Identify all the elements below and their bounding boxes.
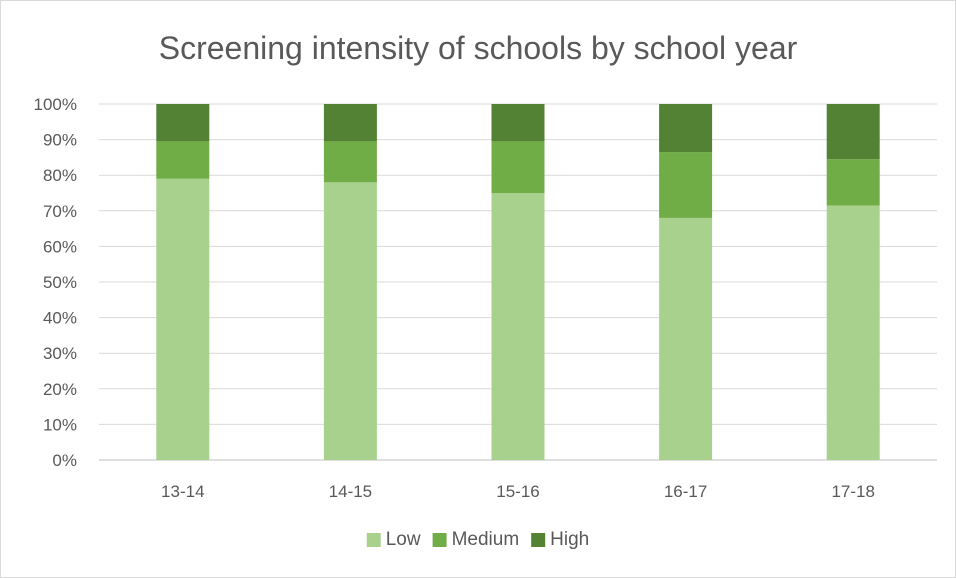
bar-segment-high bbox=[826, 104, 880, 160]
y-tick-label: 20% bbox=[43, 380, 77, 399]
y-tick-label: 60% bbox=[43, 237, 77, 256]
bar-segment-low bbox=[156, 178, 210, 460]
bar-segment-high bbox=[491, 104, 545, 142]
x-tick-label: 17-18 bbox=[831, 482, 874, 501]
bar-segment-low bbox=[659, 217, 713, 460]
x-tick-label: 13-14 bbox=[161, 482, 204, 501]
bar-segment-low bbox=[491, 193, 545, 460]
y-tick-label: 90% bbox=[43, 131, 77, 150]
bar-segment-medium bbox=[491, 141, 545, 193]
x-tick-label: 15-16 bbox=[496, 482, 539, 501]
bars bbox=[156, 104, 880, 460]
y-tick-label: 40% bbox=[43, 309, 77, 328]
legend-swatch-high bbox=[531, 533, 546, 547]
x-tick-label: 16-17 bbox=[664, 482, 707, 501]
y-tick-label: 100% bbox=[34, 95, 77, 114]
x-tick-label: 14-15 bbox=[329, 482, 372, 501]
bar-segment-medium bbox=[323, 141, 377, 183]
y-tick-label: 80% bbox=[43, 166, 77, 185]
y-tick-label: 50% bbox=[43, 273, 77, 292]
legend: Low Medium High bbox=[366, 529, 589, 550]
y-tick-label: 10% bbox=[43, 415, 77, 434]
bar-segment-high bbox=[323, 104, 377, 142]
bar-segment-high bbox=[156, 104, 210, 142]
bar-segment-high bbox=[659, 104, 713, 153]
bar-segment-medium bbox=[826, 159, 880, 206]
bar-segment-low bbox=[323, 182, 377, 460]
legend-label-low: Low bbox=[386, 529, 421, 550]
legend-swatch-low bbox=[366, 533, 381, 547]
legend-label-high: High bbox=[550, 529, 589, 550]
y-tick-label: 0% bbox=[52, 451, 77, 470]
bar-segment-medium bbox=[659, 152, 713, 218]
bar-segment-low bbox=[826, 205, 880, 460]
chart-title: Screening intensity of schools by school… bbox=[158, 30, 798, 66]
y-axis: 0% 10% 20% 30% 40% 50% 60% 70% 80% 90% 100% bbox=[34, 95, 77, 470]
legend-label-medium: Medium bbox=[452, 529, 520, 550]
legend-swatch-medium bbox=[432, 533, 447, 547]
y-tick-label: 30% bbox=[43, 344, 77, 363]
y-tick-label: 70% bbox=[43, 202, 77, 221]
bar-segment-medium bbox=[156, 141, 210, 179]
x-axis: 13-14 14-15 15-16 16-17 17-18 bbox=[161, 482, 875, 501]
